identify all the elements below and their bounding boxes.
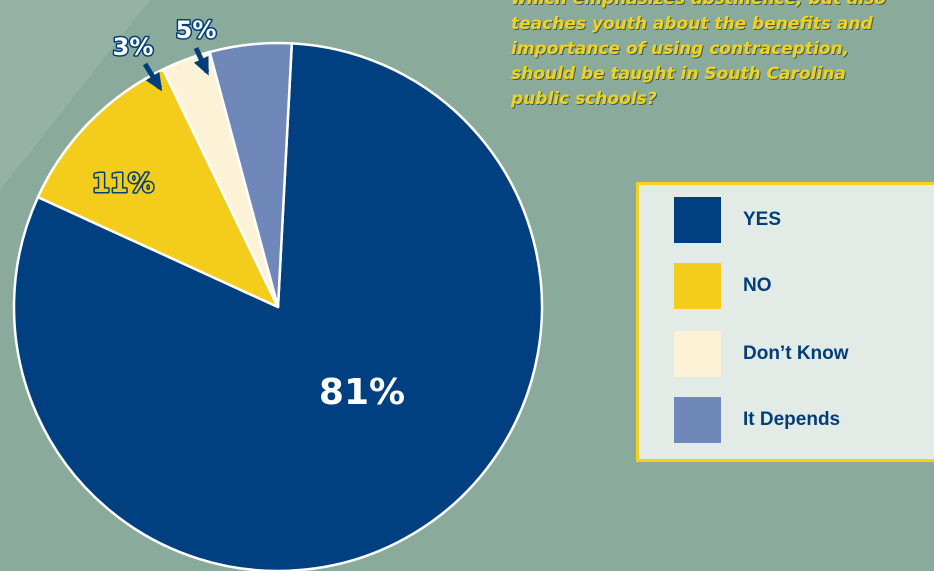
chart-legend: YES NO Don’t Know It Depends — [636, 182, 934, 462]
legend-swatch-dont-know — [674, 331, 721, 377]
data-label-it-depends: 5% — [176, 16, 217, 44]
legend-item-it-depends: It Depends — [674, 397, 840, 443]
legend-label-dont-know: Don’t Know — [743, 343, 849, 364]
pie-slice-it-depends — [208, 41, 294, 309]
data-label-yes: 81% — [319, 372, 405, 413]
data-label-no: 11% — [92, 169, 154, 199]
survey-question-text: which emphasizes abstinence, but also te… — [511, 0, 886, 109]
legend-item-yes: YES — [674, 197, 781, 243]
legend-item-dont-know: Don’t Know — [674, 331, 849, 377]
legend-label-it-depends: It Depends — [743, 409, 841, 430]
legend-swatch-yes — [674, 197, 721, 243]
legend-swatch-no — [674, 263, 721, 309]
legend-label-yes: YES — [743, 209, 782, 230]
arrow-it-depends — [193, 46, 210, 76]
legend-swatch-it-depends — [674, 397, 721, 443]
data-label-dont-know: 3% — [113, 33, 154, 61]
legend-label-no: NO — [743, 275, 772, 296]
legend-item-no: NO — [674, 263, 772, 309]
arrow-dont-know — [142, 62, 163, 92]
